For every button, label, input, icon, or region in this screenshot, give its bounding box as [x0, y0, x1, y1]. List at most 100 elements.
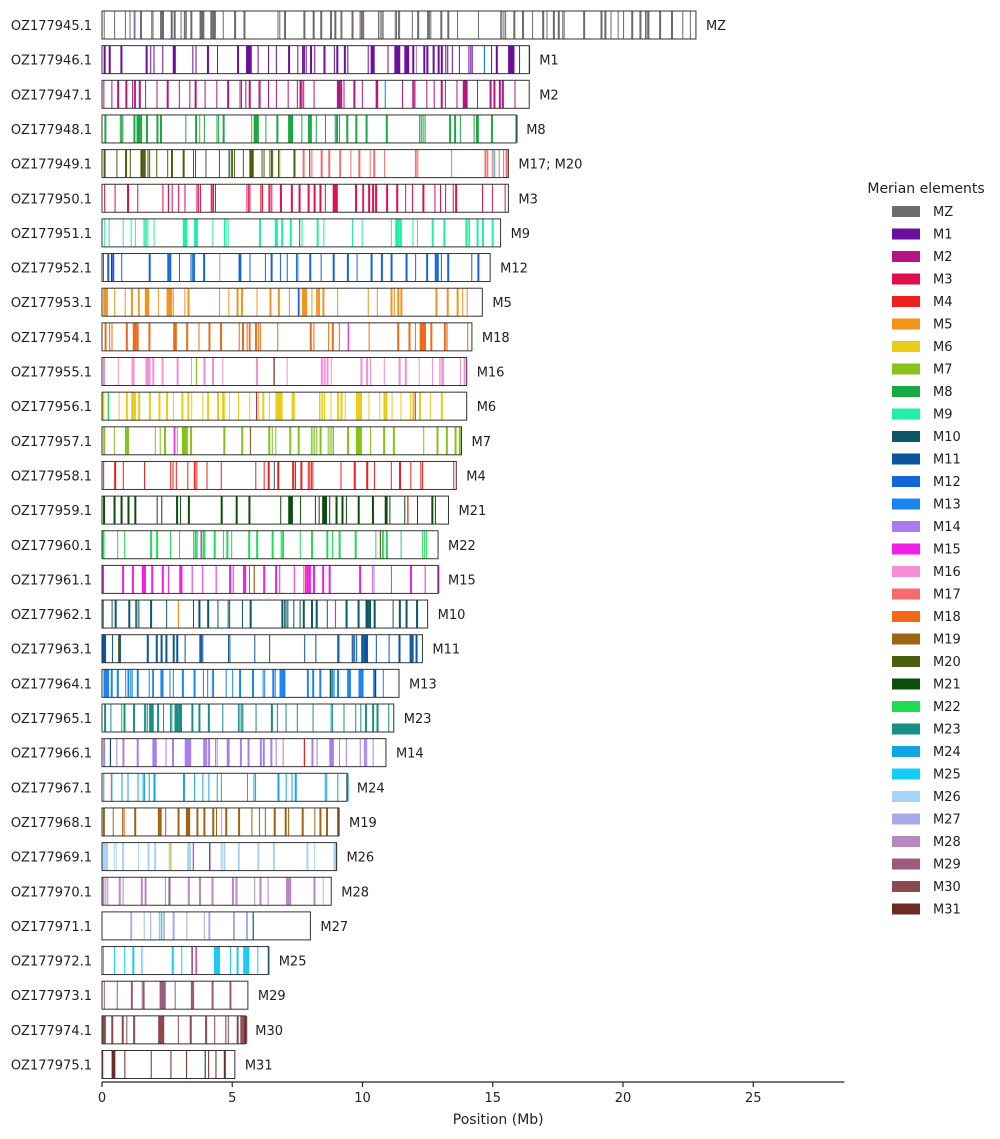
- marker-line: [299, 80, 301, 109]
- marker-line: [487, 149, 489, 178]
- marker-line: [177, 600, 180, 629]
- marker-line: [373, 669, 376, 698]
- legend-label: M15: [933, 543, 961, 558]
- marker-line: [423, 426, 425, 455]
- marker-line: [182, 218, 185, 247]
- marker-line: [107, 877, 109, 906]
- marker-line: [277, 322, 279, 351]
- marker-line: [343, 45, 346, 74]
- marker-line: [255, 114, 258, 143]
- marker-line: [260, 184, 262, 213]
- marker-line: [194, 253, 196, 282]
- marker-line: [361, 11, 363, 39]
- chromosome-name: OZ177960.1: [11, 539, 92, 554]
- marker-line: [111, 1015, 114, 1044]
- marker-line: [372, 45, 375, 74]
- marker-lines: [103, 981, 232, 1010]
- marker-line: [382, 11, 384, 39]
- marker-line: [356, 634, 358, 663]
- marker-line: [125, 80, 128, 109]
- marker-line: [187, 738, 190, 767]
- marker-line: [332, 704, 334, 732]
- marker-line: [199, 11, 202, 39]
- marker-line: [152, 669, 154, 698]
- marker-line: [501, 11, 503, 39]
- marker-line: [200, 634, 202, 663]
- marker-line: [335, 184, 338, 213]
- marker-line: [270, 253, 273, 282]
- marker-line: [277, 288, 280, 317]
- marker-line: [168, 288, 171, 317]
- legend-label: M30: [933, 880, 961, 895]
- marker-line: [329, 669, 331, 698]
- marker-line: [228, 149, 230, 178]
- marker-line: [462, 288, 464, 317]
- marker-line: [440, 392, 443, 421]
- marker-line: [246, 773, 248, 802]
- marker-line: [104, 634, 107, 663]
- marker-line: [491, 149, 493, 178]
- marker-line: [303, 45, 305, 74]
- marker-line: [405, 600, 408, 629]
- chromosome-outline: [101, 980, 249, 1010]
- marker-line: [277, 392, 280, 421]
- marker-line: [264, 669, 266, 698]
- marker-line: [133, 11, 135, 39]
- marker-line: [172, 288, 174, 317]
- element-label: M6: [477, 400, 497, 415]
- marker-line: [631, 11, 634, 39]
- marker-lines: [104, 704, 390, 732]
- marker-line: [138, 114, 141, 143]
- chromosome-name: OZ177972.1: [11, 955, 92, 970]
- marker-line: [245, 1015, 248, 1044]
- marker-line: [110, 669, 113, 698]
- marker-line: [270, 149, 272, 178]
- marker-line: [162, 45, 164, 74]
- marker-line: [411, 11, 413, 39]
- marker-line: [188, 842, 191, 871]
- marker-line: [312, 11, 315, 39]
- marker-line: [322, 496, 325, 525]
- marker-line: [138, 392, 141, 421]
- legend-entry: M27: [892, 813, 961, 828]
- legend-swatch: [892, 746, 920, 757]
- marker-line: [229, 946, 231, 975]
- marker-line: [195, 946, 197, 975]
- marker-line: [301, 807, 304, 836]
- marker-line: [420, 461, 422, 490]
- marker-line: [308, 565, 311, 594]
- marker-line: [258, 80, 260, 109]
- marker-line: [368, 184, 371, 213]
- marker-line: [207, 704, 210, 732]
- marker-line: [271, 530, 274, 559]
- marker-line: [323, 357, 325, 386]
- marker-line: [184, 184, 186, 213]
- legend-entry: M23: [892, 723, 961, 738]
- marker-line: [103, 981, 105, 1010]
- legend-swatch: [892, 296, 920, 307]
- marker-line: [162, 357, 164, 386]
- marker-line: [109, 322, 111, 351]
- marker-line: [269, 634, 271, 663]
- chromosome-name: OZ177969.1: [11, 851, 92, 866]
- marker-line: [454, 114, 457, 143]
- legend-entry: M25: [892, 768, 961, 783]
- marker-line: [404, 357, 407, 386]
- marker-line: [209, 842, 211, 871]
- legend-label: M20: [933, 655, 961, 670]
- marker-line: [190, 253, 192, 282]
- marker-line: [194, 461, 196, 490]
- marker-line: [140, 149, 143, 178]
- marker-line: [249, 322, 251, 351]
- marker-lines: [102, 565, 440, 594]
- marker-line: [208, 1050, 210, 1079]
- marker-line: [423, 45, 426, 74]
- marker-line: [415, 253, 417, 282]
- chromosome-row: OZ177945.1 MZ: [11, 10, 726, 40]
- marker-line: [184, 288, 186, 317]
- marker-line: [181, 946, 183, 975]
- marker-line: [191, 253, 193, 282]
- marker-line: [150, 45, 152, 74]
- marker-line: [333, 669, 335, 698]
- marker-line: [124, 288, 126, 317]
